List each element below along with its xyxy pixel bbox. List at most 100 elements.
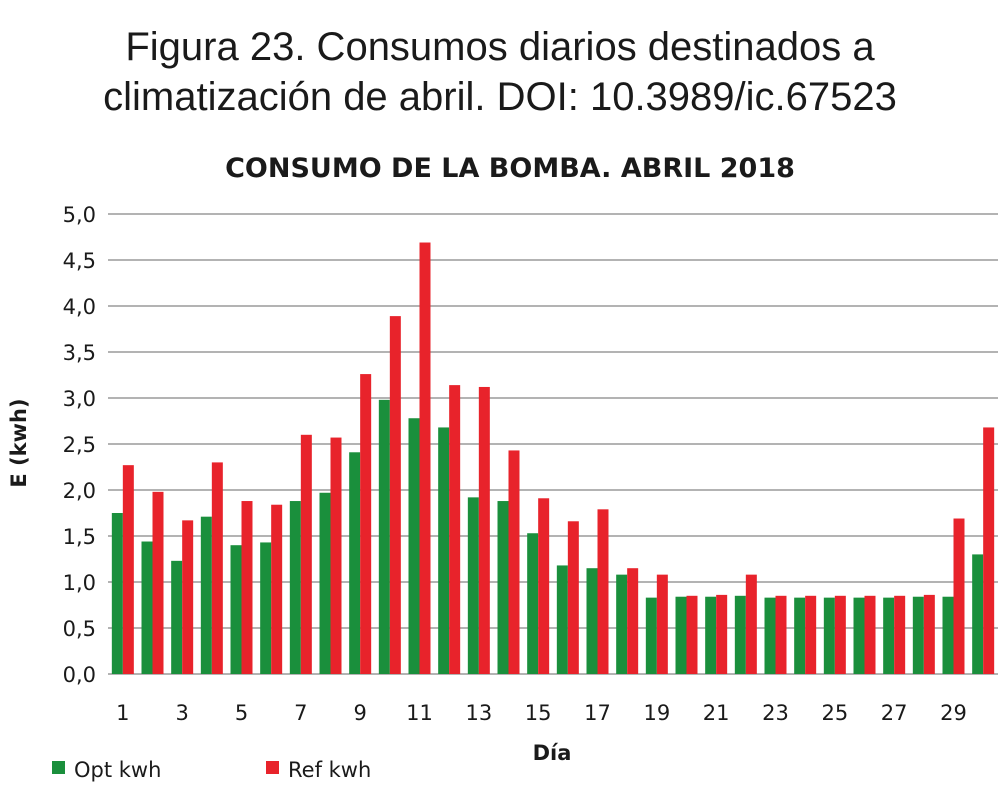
y-tick-label: 2,5 bbox=[63, 433, 96, 457]
bar-ref bbox=[122, 465, 134, 674]
x-tick-label: 11 bbox=[406, 701, 433, 725]
chart-title: CONSUMO DE LA BOMBA. ABRIL 2018 bbox=[225, 153, 795, 184]
bars bbox=[111, 242, 995, 674]
bar-opt bbox=[289, 501, 301, 674]
x-tick-label: 13 bbox=[465, 701, 492, 725]
bar-ref bbox=[478, 386, 490, 674]
y-tick-label: 2,0 bbox=[63, 479, 96, 503]
bar-opt bbox=[378, 399, 390, 674]
bar-ref bbox=[419, 242, 431, 674]
bar-ref bbox=[894, 595, 906, 674]
bar-opt bbox=[705, 596, 717, 674]
legend-label: Ref kwh bbox=[288, 758, 371, 782]
caption-line-2: climatización de abril. DOI: 10.3989/ic.… bbox=[103, 75, 897, 119]
bar-opt bbox=[734, 595, 746, 674]
bar-opt bbox=[527, 533, 539, 674]
bar-opt bbox=[497, 501, 509, 674]
x-tick-label: 5 bbox=[235, 701, 248, 725]
bar-opt bbox=[794, 597, 806, 674]
bar-opt bbox=[171, 560, 183, 674]
bar-ref bbox=[864, 595, 876, 674]
legend-swatch bbox=[266, 761, 279, 774]
bar-opt bbox=[942, 596, 954, 674]
legend: Opt kwh Ref kwh bbox=[52, 758, 371, 782]
bar-opt bbox=[408, 418, 420, 674]
gridlines bbox=[108, 213, 998, 675]
bar-ref bbox=[389, 316, 401, 674]
legend-swatch bbox=[52, 761, 65, 774]
y-tick-label: 1,0 bbox=[63, 571, 96, 595]
bar-opt bbox=[438, 427, 450, 674]
bar-opt bbox=[556, 565, 568, 674]
bar-opt bbox=[883, 597, 895, 674]
bar-opt bbox=[972, 554, 984, 674]
caption-line-1: Figura 23. Consumos diarios destinados a bbox=[125, 25, 875, 69]
x-tick-label: 19 bbox=[643, 701, 670, 725]
x-tick-label: 15 bbox=[525, 701, 552, 725]
bar-ref bbox=[716, 594, 728, 674]
bar-opt bbox=[230, 545, 242, 674]
x-tick-label: 29 bbox=[940, 701, 967, 725]
y-tick-label: 4,5 bbox=[63, 249, 96, 273]
bar-ref bbox=[182, 520, 194, 674]
bar-opt bbox=[586, 568, 598, 674]
bar-ref bbox=[923, 594, 935, 674]
bar-opt bbox=[764, 597, 776, 674]
bar-opt bbox=[349, 452, 361, 674]
bar-ref bbox=[805, 595, 817, 674]
figure-caption: Figura 23. Consumos diarios destinados a… bbox=[0, 22, 1000, 122]
x-axis-label: Día bbox=[533, 741, 572, 765]
bar-opt bbox=[675, 596, 687, 674]
x-axis-ticks: 1 3 5 7 9 11 13 15 17 19 21 23 25 27 29 bbox=[116, 701, 967, 725]
bar-ref bbox=[745, 574, 757, 674]
x-tick-label: 17 bbox=[584, 701, 611, 725]
bar-opt bbox=[200, 516, 212, 674]
bar-opt bbox=[111, 513, 123, 674]
y-tick-label: 3,0 bbox=[63, 387, 96, 411]
bar-ref bbox=[983, 427, 995, 674]
x-tick-label: 1 bbox=[116, 701, 129, 725]
bar-ref bbox=[538, 498, 550, 674]
bar-ref bbox=[152, 491, 164, 674]
bar-ref bbox=[627, 568, 639, 674]
y-tick-label: 5,0 bbox=[63, 203, 96, 227]
bar-ref bbox=[449, 385, 461, 674]
bar-opt bbox=[260, 542, 272, 674]
bar-ref bbox=[360, 374, 372, 674]
bar-ref bbox=[508, 450, 520, 674]
x-tick-label: 9 bbox=[353, 701, 366, 725]
bar-ref bbox=[775, 595, 787, 674]
y-tick-label: 4,0 bbox=[63, 295, 96, 319]
bar-opt bbox=[319, 492, 331, 674]
x-tick-label: 7 bbox=[294, 701, 307, 725]
bar-ref bbox=[686, 595, 698, 674]
bar-ref bbox=[241, 501, 253, 674]
bar-ref bbox=[330, 437, 342, 674]
x-tick-label: 23 bbox=[762, 701, 789, 725]
bar-opt bbox=[853, 597, 865, 674]
y-tick-label: 1,5 bbox=[63, 525, 96, 549]
bar-opt bbox=[141, 541, 153, 674]
bar-opt bbox=[823, 597, 835, 674]
y-tick-label: 0,0 bbox=[63, 663, 96, 687]
y-axis-ticks: 0,0 0,5 1,0 1,5 2,0 2,5 3,0 3,5 4,0 4,5 5,0 bbox=[63, 203, 96, 687]
bar-ref bbox=[271, 504, 283, 674]
x-tick-label: 25 bbox=[821, 701, 848, 725]
bar-ref bbox=[834, 595, 846, 674]
legend-label: Opt kwh bbox=[74, 758, 161, 782]
x-tick-label: 3 bbox=[175, 701, 188, 725]
y-tick-label: 0,5 bbox=[63, 617, 96, 641]
bar-ref bbox=[656, 574, 668, 674]
bar-ref bbox=[211, 462, 223, 674]
bar-ref bbox=[300, 434, 312, 674]
x-tick-label: 27 bbox=[881, 701, 908, 725]
y-axis-label: E (kwh) bbox=[7, 398, 31, 487]
bar-opt bbox=[912, 596, 924, 674]
bar-ref bbox=[567, 521, 579, 674]
bar-opt bbox=[616, 574, 628, 674]
bar-opt bbox=[467, 497, 479, 674]
bar-ref bbox=[597, 509, 609, 674]
y-tick-label: 3,5 bbox=[63, 341, 96, 365]
bar-ref bbox=[953, 518, 965, 674]
